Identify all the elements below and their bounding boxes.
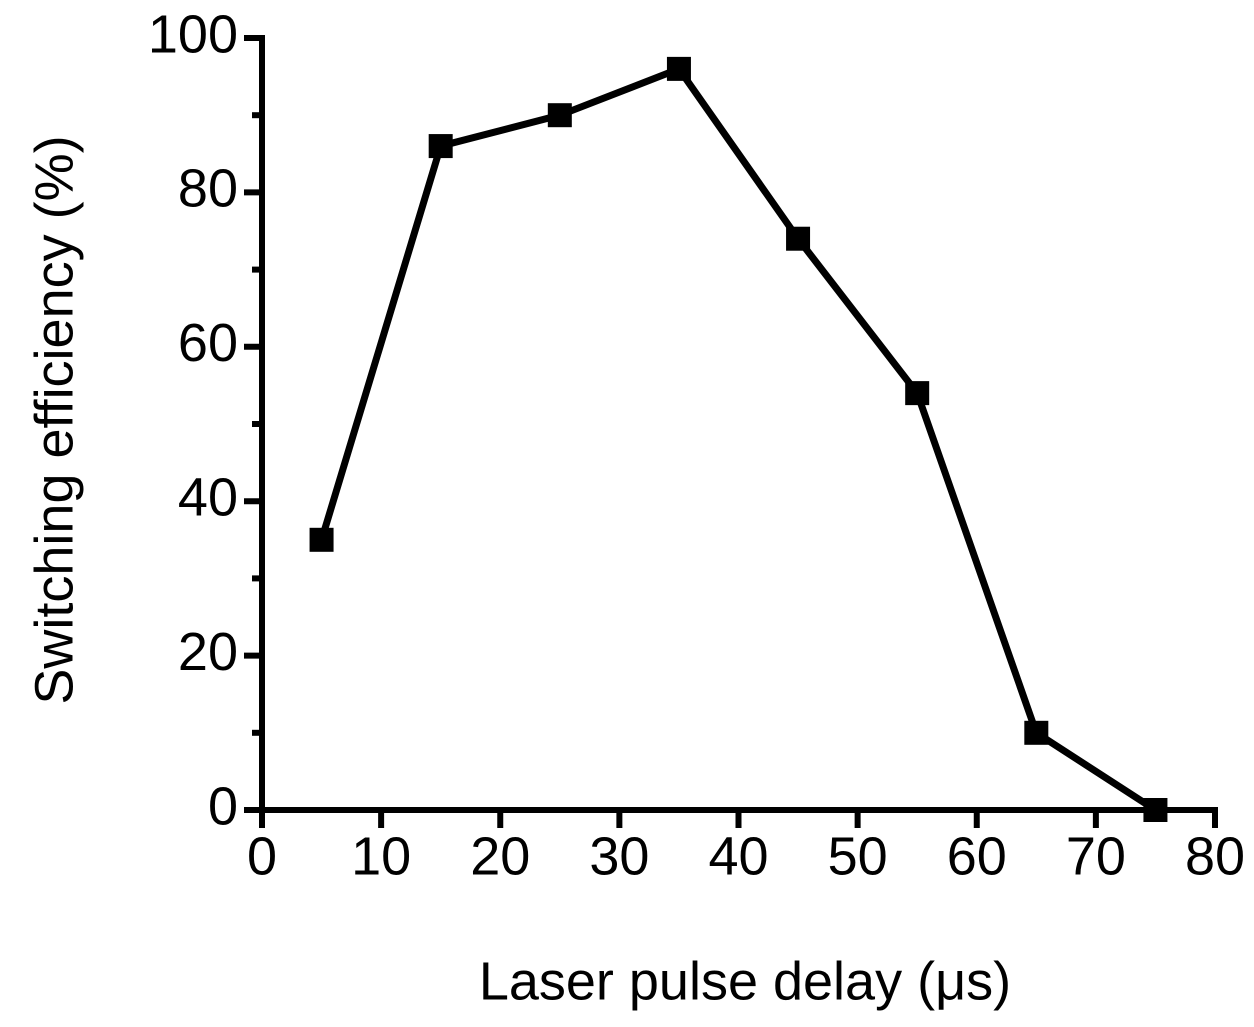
x-tick-label: 60 <box>947 826 1007 886</box>
marker <box>786 226 811 251</box>
y-tick-label: 40 <box>178 467 238 527</box>
x-tick-label: 30 <box>589 826 649 886</box>
x-tick-label: 70 <box>1066 826 1126 886</box>
line <box>318 64 1158 813</box>
y-tick-label: 80 <box>178 159 238 219</box>
y-tick-label: 100 <box>148 4 238 64</box>
marker <box>1024 720 1049 745</box>
x-tick-label: 20 <box>470 826 530 886</box>
marker <box>1143 798 1168 822</box>
y-tick-label: 0 <box>208 776 238 836</box>
y-axis-label: Switching efficiency (%) <box>24 135 84 704</box>
y-tick-label: 20 <box>178 622 238 682</box>
marker <box>905 381 930 406</box>
y-tick-label: 60 <box>178 313 238 373</box>
x-tick-label: 10 <box>351 826 411 886</box>
x-tick-label: 80 <box>1185 826 1245 886</box>
x-tick-label: 0 <box>247 826 277 886</box>
marker <box>309 527 334 552</box>
marker <box>428 134 453 159</box>
marker <box>547 103 572 128</box>
x-tick-label: 50 <box>828 826 888 886</box>
marker <box>666 56 691 81</box>
x-axis-label: Laser pulse delay (μs) <box>479 951 1011 1011</box>
x-tick-label: 40 <box>708 826 768 886</box>
